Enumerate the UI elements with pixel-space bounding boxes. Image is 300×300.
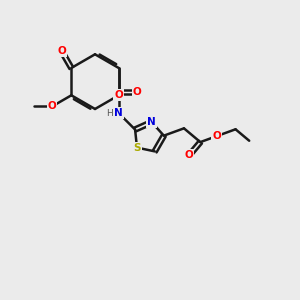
Text: O: O (57, 46, 66, 56)
Text: O: O (48, 101, 56, 112)
Text: O: O (185, 150, 194, 160)
Text: O: O (212, 131, 221, 141)
Text: N: N (147, 117, 156, 127)
Text: S: S (133, 142, 141, 153)
Text: N: N (114, 108, 123, 118)
Text: O: O (114, 90, 123, 100)
Text: O: O (133, 87, 142, 97)
Text: H: H (106, 109, 112, 118)
